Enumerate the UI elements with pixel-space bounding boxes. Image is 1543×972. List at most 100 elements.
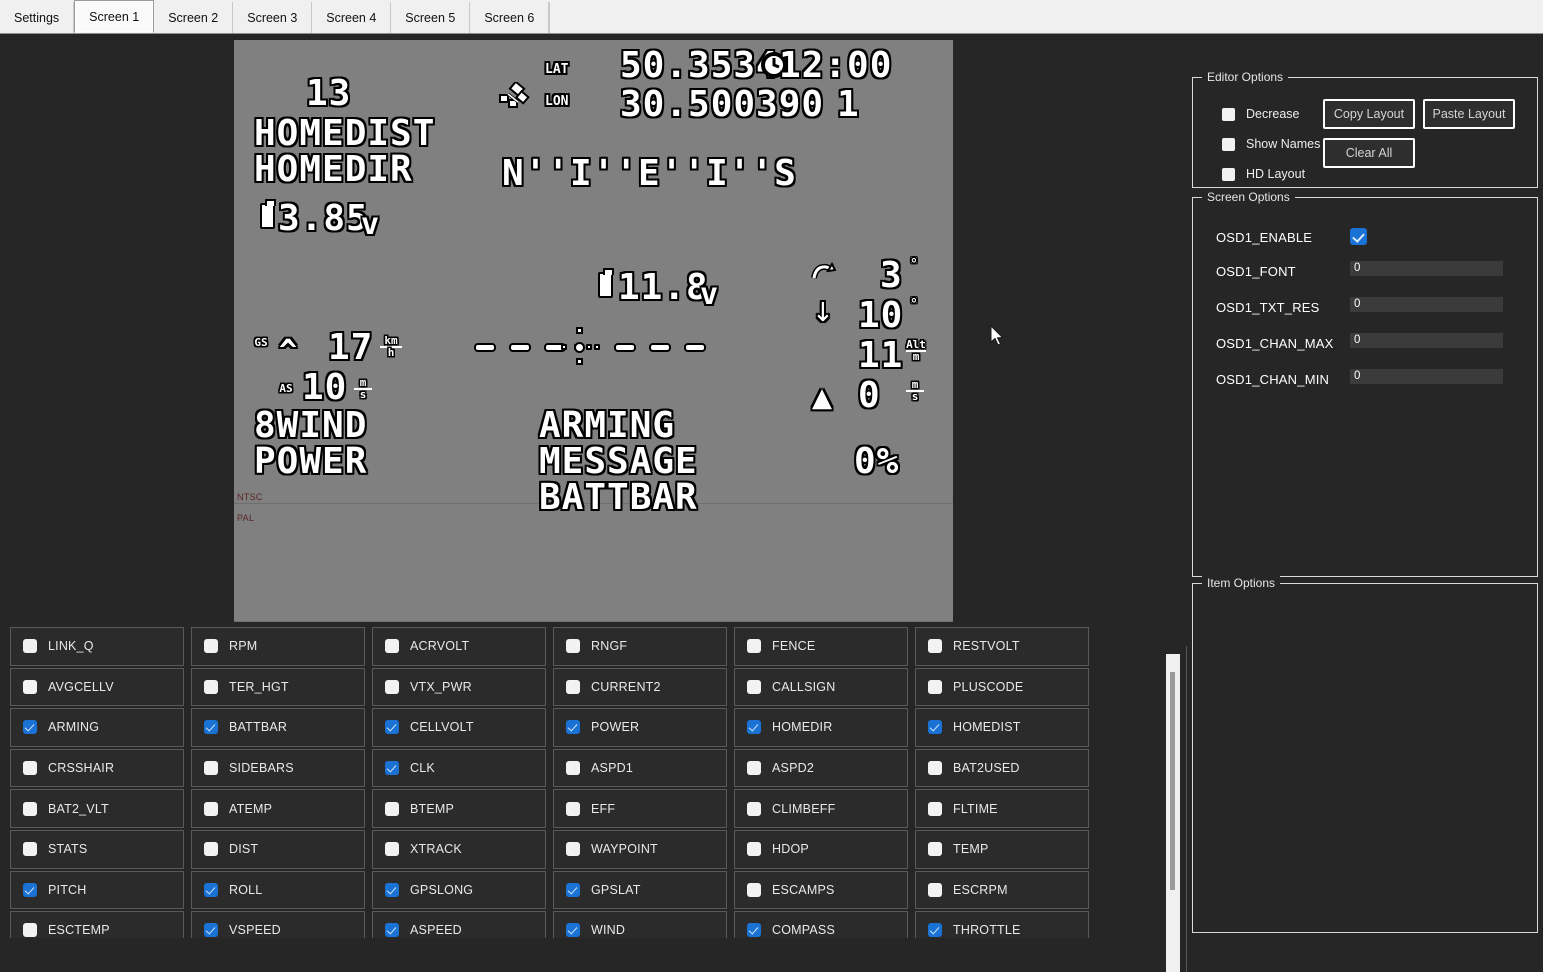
checkbox-restvolt[interactable]: [928, 639, 942, 654]
osd-power[interactable]: POWER: [253, 441, 368, 482]
osd-pal-region[interactable]: [234, 504, 953, 622]
tab-screen-6[interactable]: Screen 6: [470, 2, 550, 33]
tab-settings[interactable]: Settings: [0, 2, 75, 33]
osd1-chan-min-input[interactable]: 0: [1350, 369, 1503, 384]
checkbox-btemp[interactable]: [385, 801, 399, 816]
osd-gs-value[interactable]: 17: [327, 327, 374, 368]
osd-item-restvolt[interactable]: RESTVOLT: [915, 627, 1089, 666]
checkbox-waypoint[interactable]: [566, 842, 580, 857]
checkbox-acrvolt[interactable]: [385, 639, 399, 654]
osd-item-arming[interactable]: ARMING: [10, 708, 184, 747]
osd-ntsc-region[interactable]: [234, 40, 953, 504]
osd-item-roll[interactable]: ROLL: [191, 870, 365, 910]
osd-item-compass[interactable]: COMPASS: [734, 911, 908, 938]
checkbox-aspd2[interactable]: [747, 761, 761, 776]
checkbox-show-names[interactable]: Show Names: [1222, 137, 1320, 151]
osd-item-grid[interactable]: LINK_Q RPM ACRVOLT RNGF FENCE RESTVOLT AVGCELL…: [10, 626, 1158, 938]
osd-item-xtrack[interactable]: XTRACK: [372, 829, 546, 869]
osd-item-atemp[interactable]: ATEMP: [191, 789, 365, 828]
checkbox-link-q[interactable]: [23, 639, 37, 654]
osd-item-esctemp[interactable]: ESCTEMP: [10, 911, 184, 938]
osd-gpslong-extra[interactable]: 1: [836, 84, 860, 125]
checkbox-roll[interactable]: [204, 882, 218, 897]
osd-message[interactable]: MESSAGE: [538, 441, 698, 482]
tab-screen-4[interactable]: Screen 4: [312, 2, 392, 33]
osd-item-climbeff[interactable]: CLIMBEFF: [734, 789, 908, 828]
checkbox-throttle[interactable]: [928, 923, 942, 938]
osd-as-value[interactable]: 10: [301, 367, 348, 408]
checkbox-crsshair[interactable]: [23, 761, 37, 776]
osd-gpslong[interactable]: 30.500390: [619, 84, 825, 125]
paste-layout-button[interactable]: Paste Layout: [1423, 99, 1515, 129]
checkbox-sidebars[interactable]: [204, 761, 218, 776]
osd-item-crsshair[interactable]: CRSSHAIR: [10, 748, 184, 788]
decrease-checkbox-box[interactable]: [1222, 107, 1235, 121]
clear-all-button[interactable]: Clear All: [1323, 138, 1415, 168]
checkbox-current2[interactable]: [566, 679, 580, 694]
checkbox-gpslat[interactable]: [566, 882, 580, 897]
osd-homedist[interactable]: HOMEDIST: [253, 113, 436, 154]
osd-item-fence[interactable]: FENCE: [734, 627, 908, 666]
osd-item-pluscode[interactable]: PLUSCODE: [915, 667, 1089, 707]
checkbox-decrease[interactable]: Decrease: [1222, 107, 1300, 121]
osd-item-cellvolt[interactable]: CELLVOLT: [372, 708, 546, 747]
checkbox-eff[interactable]: [566, 801, 580, 816]
osd-item-vspeed[interactable]: VSPEED: [191, 911, 365, 938]
osd-item-aspd2[interactable]: ASPD2: [734, 748, 908, 788]
osd-item-throttle[interactable]: THROTTLE: [915, 911, 1089, 938]
osd-item-acrvolt[interactable]: ACRVOLT: [372, 627, 546, 666]
osd-arming[interactable]: ARMING: [538, 405, 676, 446]
tab-screen-1[interactable]: Screen 1: [74, 0, 155, 33]
osd-item-bat2-vlt[interactable]: BAT2_VLT: [10, 789, 184, 828]
checkbox-hd-layout[interactable]: HD Layout: [1222, 167, 1305, 181]
checkbox-pitch[interactable]: [23, 882, 37, 897]
osd1-font-input[interactable]: 0: [1350, 261, 1503, 276]
osd-item-btemp[interactable]: BTEMP: [372, 789, 546, 828]
osd-item-clk[interactable]: CLK: [372, 748, 546, 788]
checkbox-bat2used[interactable]: [928, 761, 942, 776]
osd-item-gpslong[interactable]: GPSLONG: [372, 870, 546, 910]
checkbox-callsign[interactable]: [747, 679, 761, 694]
osd-item-eff[interactable]: EFF: [553, 789, 727, 828]
checkbox-arming[interactable]: [23, 720, 37, 735]
osd-item-avgcellv[interactable]: AVGCELLV: [10, 667, 184, 707]
osd1-txt-res-input[interactable]: 0: [1350, 297, 1503, 312]
checkbox-pluscode[interactable]: [928, 679, 942, 694]
osd-item-escamps[interactable]: ESCAMPS: [734, 870, 908, 910]
osd-homedir[interactable]: HOMEDIR: [253, 149, 413, 190]
osd-item-pitch[interactable]: PITCH: [10, 870, 184, 910]
osd-item-vtx-pwr[interactable]: VTX_PWR: [372, 667, 546, 707]
checkbox-fence[interactable]: [747, 639, 761, 654]
show-names-checkbox-box[interactable]: [1222, 137, 1235, 151]
checkbox-temp[interactable]: [928, 842, 942, 857]
osd-item-homedir[interactable]: HOMEDIR: [734, 708, 908, 747]
checkbox-dist[interactable]: [204, 842, 218, 857]
checkbox-rngf[interactable]: [566, 639, 580, 654]
osd-item-bat2used[interactable]: BAT2USED: [915, 748, 1089, 788]
checkbox-homedir[interactable]: [747, 720, 761, 735]
tab-screen-2[interactable]: Screen 2: [154, 2, 234, 33]
osd-wind[interactable]: 8WIND: [253, 405, 368, 446]
copy-layout-button[interactable]: Copy Layout: [1323, 99, 1415, 129]
osd-throttle[interactable]: 0%: [853, 441, 900, 482]
osd-clk[interactable]: 12:00: [778, 45, 893, 86]
osd-item-link-q[interactable]: LINK_Q: [10, 627, 184, 666]
checkbox-battbar[interactable]: [204, 720, 218, 735]
checkbox-wind[interactable]: [566, 923, 580, 938]
osd-item-battbar[interactable]: BATTBAR: [191, 708, 365, 747]
osd-vspeed[interactable]: 0: [857, 375, 881, 416]
osd-item-dist[interactable]: DIST: [191, 829, 365, 869]
checkbox-escrpm[interactable]: [928, 882, 942, 897]
checkbox-rpm[interactable]: [204, 639, 218, 654]
checkbox-compass[interactable]: [747, 923, 761, 938]
osd-item-ter-hgt[interactable]: TER_HGT: [191, 667, 365, 707]
osd-item-current2[interactable]: CURRENT2: [553, 667, 727, 707]
checkbox-stats[interactable]: [23, 842, 37, 857]
checkbox-xtrack[interactable]: [385, 842, 399, 857]
checkbox-aspd1[interactable]: [566, 761, 580, 776]
checkbox-aspeed[interactable]: [385, 923, 399, 938]
checkbox-escamps[interactable]: [747, 882, 761, 897]
hd-layout-checkbox-box[interactable]: [1222, 167, 1235, 181]
checkbox-power[interactable]: [566, 720, 580, 735]
checkbox-clk[interactable]: [385, 761, 399, 776]
